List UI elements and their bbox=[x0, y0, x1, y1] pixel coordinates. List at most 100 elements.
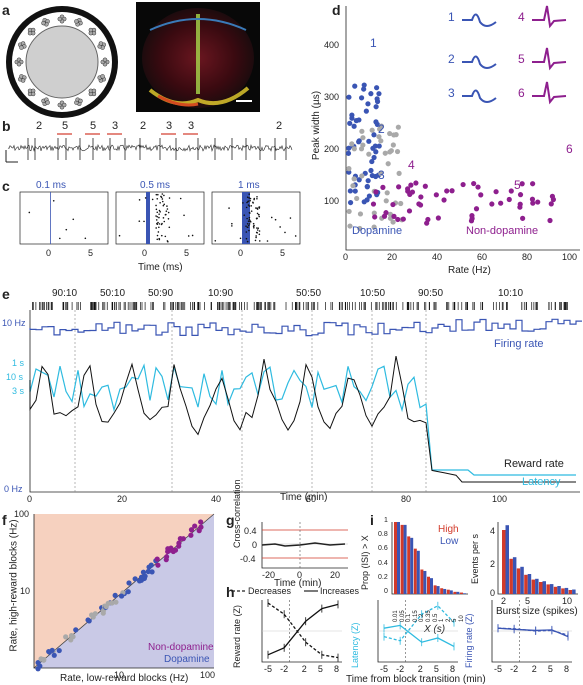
f-point bbox=[164, 554, 170, 560]
c-spike-dot bbox=[166, 205, 168, 207]
d-point-dopamine bbox=[364, 184, 370, 190]
c-spike-dot bbox=[247, 200, 250, 202]
d-point-non-dopamine bbox=[469, 215, 475, 222]
i-left-xtick-4: 0.2 bbox=[419, 613, 426, 622]
i-left-xtick-0: 0.01 bbox=[393, 610, 399, 622]
f-point bbox=[120, 590, 126, 596]
i-right-ytick-0: 0 bbox=[490, 588, 496, 598]
c-spike-dot bbox=[214, 239, 217, 242]
c-spike-dot bbox=[248, 216, 251, 219]
c-spike-dot bbox=[289, 217, 292, 219]
c-spike-dot bbox=[155, 219, 158, 221]
tetrode-wire bbox=[61, 102, 67, 108]
g-xtick-neg20: -20 bbox=[262, 570, 276, 580]
d-point-label-2: 2 bbox=[378, 122, 385, 136]
panel-label-g: g bbox=[226, 512, 235, 528]
f-ytick-100: 100 bbox=[14, 509, 30, 519]
d-xtick-40: 40 bbox=[432, 252, 443, 262]
h-decreases-line bbox=[497, 627, 569, 636]
c-spike-dot bbox=[228, 207, 230, 209]
g-ytick-neg0.4: -0.4 bbox=[240, 554, 256, 564]
c-spike-dot bbox=[256, 197, 258, 200]
c-spike-dot bbox=[266, 240, 269, 242]
d-point-non-dopamine bbox=[422, 183, 428, 189]
d-point-dopamine bbox=[352, 182, 358, 188]
f-ylabel: Rate, high-reward blocks (Hz) bbox=[8, 519, 20, 652]
c-spike-dot bbox=[245, 225, 247, 227]
f-point bbox=[35, 666, 41, 672]
i-right-ytick-4: 4 bbox=[490, 526, 496, 536]
d-point-dopamine bbox=[374, 192, 380, 198]
g-ylabel: Cross-correlation bbox=[232, 479, 242, 548]
d-point-gray bbox=[359, 128, 365, 134]
d-point-non-dopamine bbox=[529, 196, 536, 202]
c-spike-dot bbox=[248, 193, 250, 195]
i-left-xtick-3: 0.15 bbox=[412, 610, 419, 622]
f-point bbox=[176, 543, 182, 549]
c-spike-dot bbox=[246, 240, 249, 243]
d-point-non-dopamine bbox=[520, 215, 526, 221]
b-spike-label-0: 2 bbox=[36, 120, 43, 132]
c-spike-dot bbox=[157, 231, 160, 233]
c-spike-dot bbox=[258, 206, 260, 209]
tetrode-wire bbox=[59, 14, 65, 20]
d-point-non-dopamine bbox=[460, 181, 466, 188]
c-spike-dot bbox=[248, 197, 251, 199]
d-point-gray bbox=[387, 211, 394, 217]
tetrode-wire bbox=[27, 27, 33, 33]
c-spike-dot bbox=[162, 217, 165, 219]
d-point-dopamine bbox=[362, 170, 368, 176]
e-ylabel-3s: 3 s bbox=[12, 386, 25, 396]
d-point-non-dopamine bbox=[370, 201, 377, 207]
i-bar-low bbox=[410, 537, 414, 594]
i-right-xtick-10: 10 bbox=[562, 596, 573, 606]
c-spike-dot bbox=[164, 235, 167, 238]
tetrode-wire bbox=[59, 100, 65, 106]
d-ytick-300: 300 bbox=[324, 92, 340, 102]
c-spike-dot bbox=[253, 197, 256, 200]
f-point bbox=[140, 569, 147, 575]
tetrode-wire bbox=[97, 75, 102, 80]
g-ytick-0.4: 0.4 bbox=[244, 526, 257, 536]
d-point-non-dopamine bbox=[441, 197, 447, 203]
c-spike-dot bbox=[274, 218, 277, 221]
tetrode-wire bbox=[42, 101, 47, 107]
d-point-dopamine bbox=[376, 143, 382, 149]
tetrode-wire bbox=[75, 97, 80, 102]
d-waveform-2 bbox=[462, 55, 497, 69]
e-xlabel: Time (min) bbox=[280, 492, 328, 503]
tetrode-wire bbox=[61, 16, 67, 22]
c-tick-0b: 0 bbox=[142, 248, 148, 258]
c-spike-dot bbox=[164, 213, 167, 216]
c-spike-dot bbox=[167, 211, 170, 214]
d-point-gray bbox=[399, 217, 405, 223]
f-point bbox=[145, 568, 151, 575]
c-spike-dot bbox=[165, 210, 168, 212]
f-point bbox=[38, 656, 44, 662]
b-spike-label-7: 2 bbox=[276, 120, 283, 132]
f-point bbox=[99, 605, 105, 611]
f-point bbox=[103, 603, 109, 610]
i-right-ytick-2: 2 bbox=[490, 559, 496, 569]
d-waveform-5 bbox=[532, 47, 567, 71]
h-xtick-0-2: 2 bbox=[301, 664, 307, 674]
tetrode-wire bbox=[44, 97, 49, 102]
d-point-non-dopamine bbox=[473, 206, 480, 212]
d-point-gray bbox=[398, 200, 404, 207]
d-point-non-dopamine bbox=[395, 216, 401, 223]
h-legend-increases: Increases bbox=[320, 586, 360, 596]
d-point-dopamine bbox=[351, 123, 357, 129]
c-spike-dot bbox=[294, 235, 297, 237]
c-spike-dot bbox=[253, 198, 255, 201]
panel-label-b: b bbox=[2, 118, 11, 134]
f-point bbox=[68, 637, 74, 643]
f-point bbox=[141, 575, 147, 582]
d-point-gray bbox=[387, 215, 394, 221]
d-point-non-dopamine bbox=[449, 188, 455, 194]
c-spike-dot bbox=[156, 223, 159, 226]
tetrode-wire bbox=[45, 19, 50, 24]
d-xlabel: Rate (Hz) bbox=[448, 265, 491, 276]
c-tick-0a: 0 bbox=[46, 248, 52, 258]
f-point bbox=[132, 576, 138, 582]
b-spike-label-2: 5 bbox=[90, 120, 97, 132]
